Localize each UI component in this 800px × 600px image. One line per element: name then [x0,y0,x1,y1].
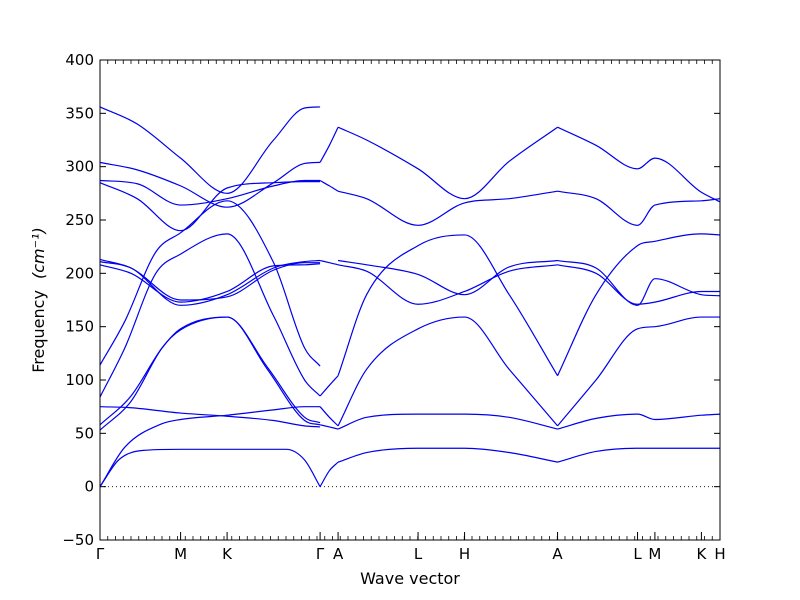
band-line-11 [99,179,321,206]
band-line-30 [557,447,720,463]
y-tick-label: 400 [65,51,94,69]
x-tick-label: K [696,545,707,563]
band-line-29 [337,126,558,200]
band-line-26 [337,264,558,305]
x-axis-label: Wave vector [360,569,460,588]
x-tick-label: H [459,545,470,563]
band-line-36 [557,190,721,226]
band-line-1 [99,448,321,488]
band-line-33 [557,233,721,376]
band-line-19 [319,259,339,266]
y-tick-label: 200 [65,264,94,282]
band-line-34 [557,264,720,305]
x-tick-label: L [414,545,423,563]
y-tick-label: 350 [65,104,94,122]
band-line-28 [337,190,558,226]
band-line-4 [99,316,321,431]
band-line-21 [319,180,339,192]
band-line-32 [557,316,720,427]
y-axis-label: Frequency (cm⁻¹) [29,227,48,372]
plot-frame [99,59,721,541]
band-line-13 [99,161,321,208]
x-tick-label: L [633,545,642,563]
x-tick-label: M [174,545,187,563]
y-axis-label-text: Frequency [29,290,48,373]
band-line-7 [99,200,321,367]
band-line-23 [337,413,558,430]
band-line-16 [319,461,339,487]
y-tick-label: 50 [75,424,94,442]
band-line-22 [337,447,558,463]
y-tick-label: 100 [65,371,94,389]
band-line-24 [337,316,559,427]
y-tick-label: 150 [65,318,94,336]
x-tick-label: Γ [316,545,325,563]
band-line-10 [99,258,321,301]
x-tick-label: A [333,545,344,563]
band-line-35 [557,259,721,306]
x-tick-label: M [648,545,661,563]
y-tick-label: 250 [65,211,94,229]
x-tick-label: Γ [96,545,105,563]
band-line-27 [337,259,558,296]
band-line-9 [99,263,321,303]
band-line-25 [337,234,559,377]
band-line-14 [99,106,321,194]
y-tick-label: −50 [62,531,94,549]
x-tick-label: H [714,545,725,563]
band-line-3 [99,406,321,428]
band-line-5 [99,316,321,426]
band-line-6 [99,233,321,398]
band-line-37 [557,126,721,203]
x-tick-label: K [222,545,233,563]
band-line-20 [319,126,339,163]
band-lines-group [99,106,721,488]
band-line-2 [99,406,321,487]
band-line-18 [319,375,339,397]
y-tick-label: 300 [65,158,94,176]
y-tick-label: 0 [84,478,94,496]
band-line-15 [319,406,339,427]
band-line-31 [557,413,721,430]
y-axis-unit: (cm⁻¹) [29,227,48,279]
band-line-17 [319,424,339,430]
x-tick-label: A [552,545,563,563]
band-line-12 [99,180,321,232]
